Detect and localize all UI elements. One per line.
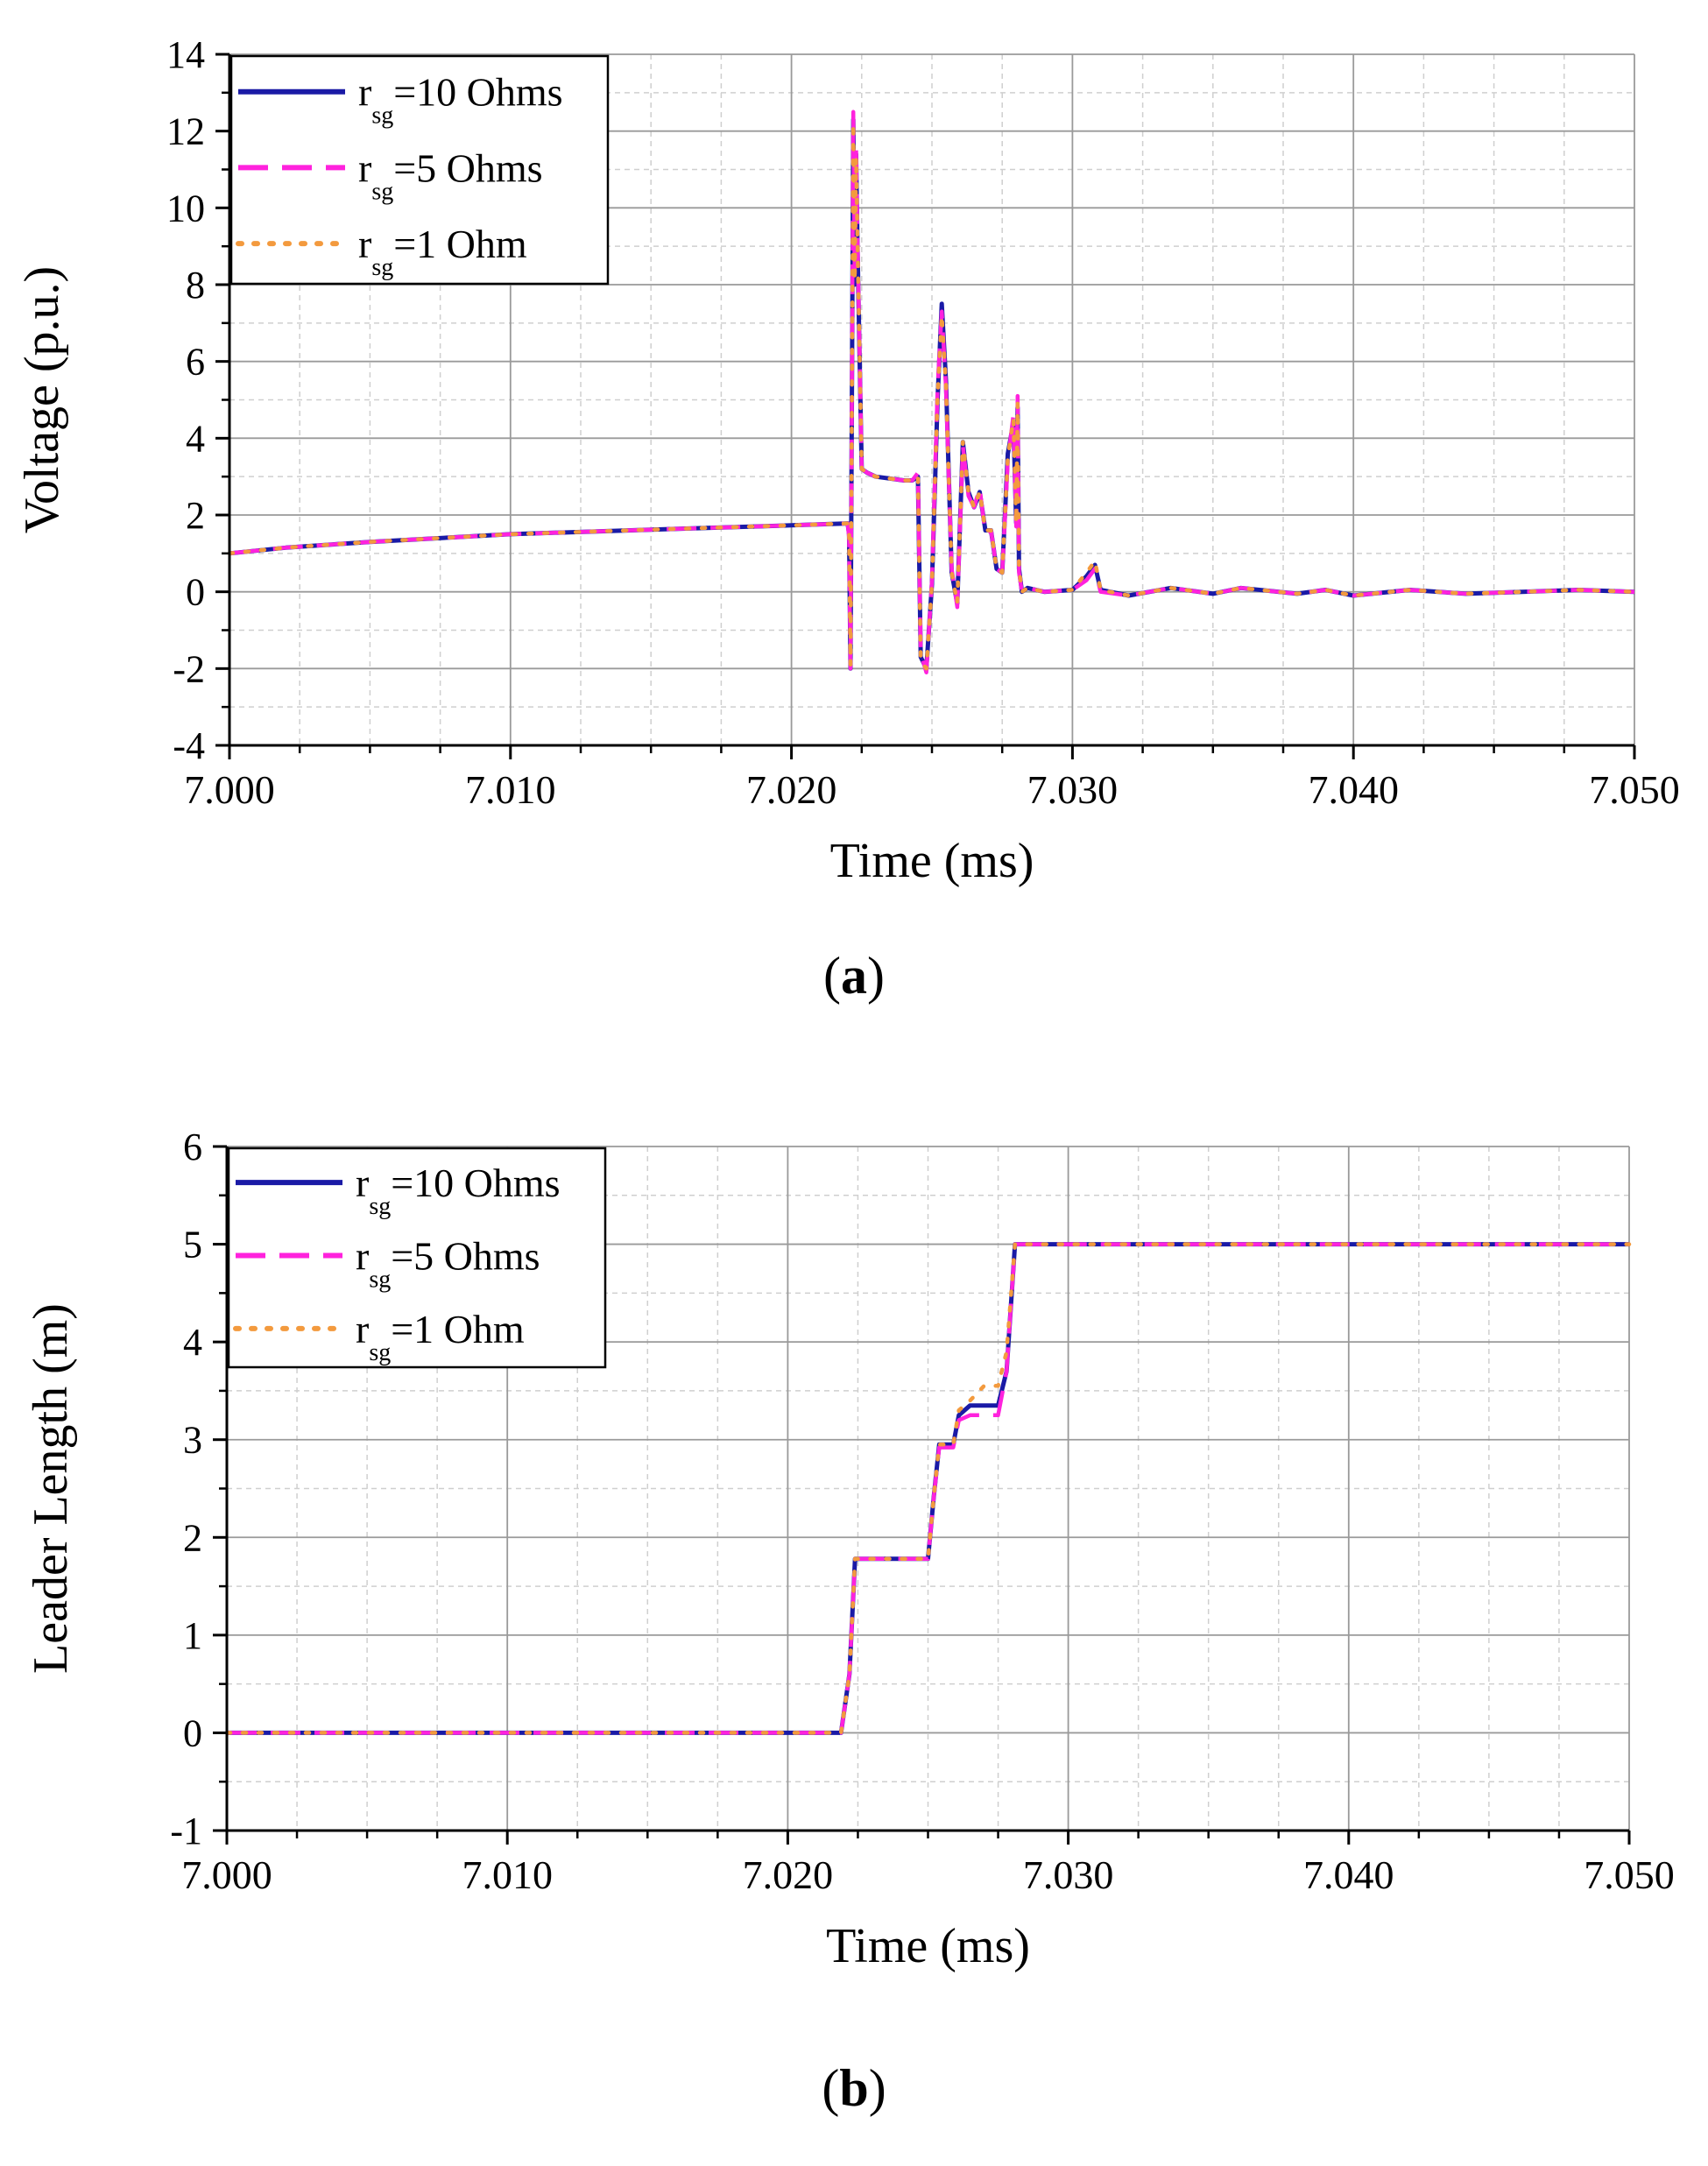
legend-label-series-rsg-10: rsg=10 Ohms <box>356 1161 561 1220</box>
y-axis-title: Leader Length (m) <box>24 1303 78 1674</box>
legend: rsg=10 Ohms rsg=5 Ohms rsg=1 Ohm <box>227 1146 607 1369</box>
y-tick-label: 0 <box>186 571 205 614</box>
x-axis-title: Time (ms) <box>830 834 1034 888</box>
x-tick-label: 7.030 <box>1027 767 1119 812</box>
y-tick-label: 1 <box>183 1614 202 1657</box>
series-rsg-1 <box>224 1242 1632 1735</box>
y-tick-label: 6 <box>183 1125 202 1168</box>
legend-label-series-rsg-5: rsg=5 Ohms <box>356 1234 540 1294</box>
y-tick-label: -1 <box>170 1810 202 1852</box>
y-tick-label: 12 <box>166 110 205 153</box>
legend-label-series-rsg-1: rsg=1 Ohm <box>358 222 527 281</box>
y-tick-label: 5 <box>183 1224 202 1266</box>
panel-label-a: (a) <box>823 947 885 1005</box>
y-tick-label: 0 <box>183 1711 202 1754</box>
x-tick-label: 7.000 <box>181 1852 272 1897</box>
x-tick-label: 7.020 <box>746 767 837 812</box>
y-axis-title: Voltage (p.u.) <box>15 266 69 533</box>
x-tick-label: 7.010 <box>462 1852 553 1897</box>
y-tick-label: 3 <box>183 1419 202 1462</box>
y-tick-label: 14 <box>166 33 205 76</box>
legend-label-series-rsg-1: rsg=1 Ohm <box>356 1307 525 1366</box>
x-tick-label: 7.040 <box>1303 1852 1394 1897</box>
x-axis-title: Time (ms) <box>826 1919 1030 1973</box>
x-tick-label: 7.050 <box>1584 1852 1675 1897</box>
x-tick-label: 7.040 <box>1308 767 1399 812</box>
x-tick-label: 7.020 <box>743 1852 834 1897</box>
legend: rsg=10 Ohms rsg=5 Ohms rsg=1 Ohm <box>229 54 610 286</box>
y-tick-label: 8 <box>186 264 205 307</box>
series-rsg-1 <box>227 121 1637 671</box>
y-tick-label: 6 <box>186 341 205 384</box>
y-tick-label: 10 <box>166 187 205 229</box>
y-tick-label: -4 <box>173 724 205 767</box>
chart-leader-length: 7.000 7.010 7.020 7.030 7.040 7.050 -1 0 1 2 3 4 5 6 T… <box>24 1125 1675 1973</box>
x-tick-label: 7.010 <box>465 767 556 812</box>
y-tick-label: 2 <box>186 494 205 537</box>
x-tick-label: 7.000 <box>184 767 275 812</box>
y-tick-label: 4 <box>183 1321 202 1364</box>
y-tick-label: 2 <box>183 1516 202 1559</box>
y-tick-label: 4 <box>186 417 205 460</box>
x-tick-label: 7.050 <box>1589 767 1680 812</box>
panel-label-b: (b) <box>822 2059 886 2117</box>
chart-voltage: 7.000 7.010 7.020 7.030 7.040 7.050 -4 -2 0 2 4 6 8 1… <box>15 33 1680 888</box>
x-tick-label: 7.030 <box>1023 1852 1114 1897</box>
y-tick-label: -2 <box>173 647 205 690</box>
legend-label-series-rsg-5: rsg=5 Ohms <box>358 145 543 205</box>
legend-label-series-rsg-10: rsg=10 Ohms <box>358 70 563 130</box>
